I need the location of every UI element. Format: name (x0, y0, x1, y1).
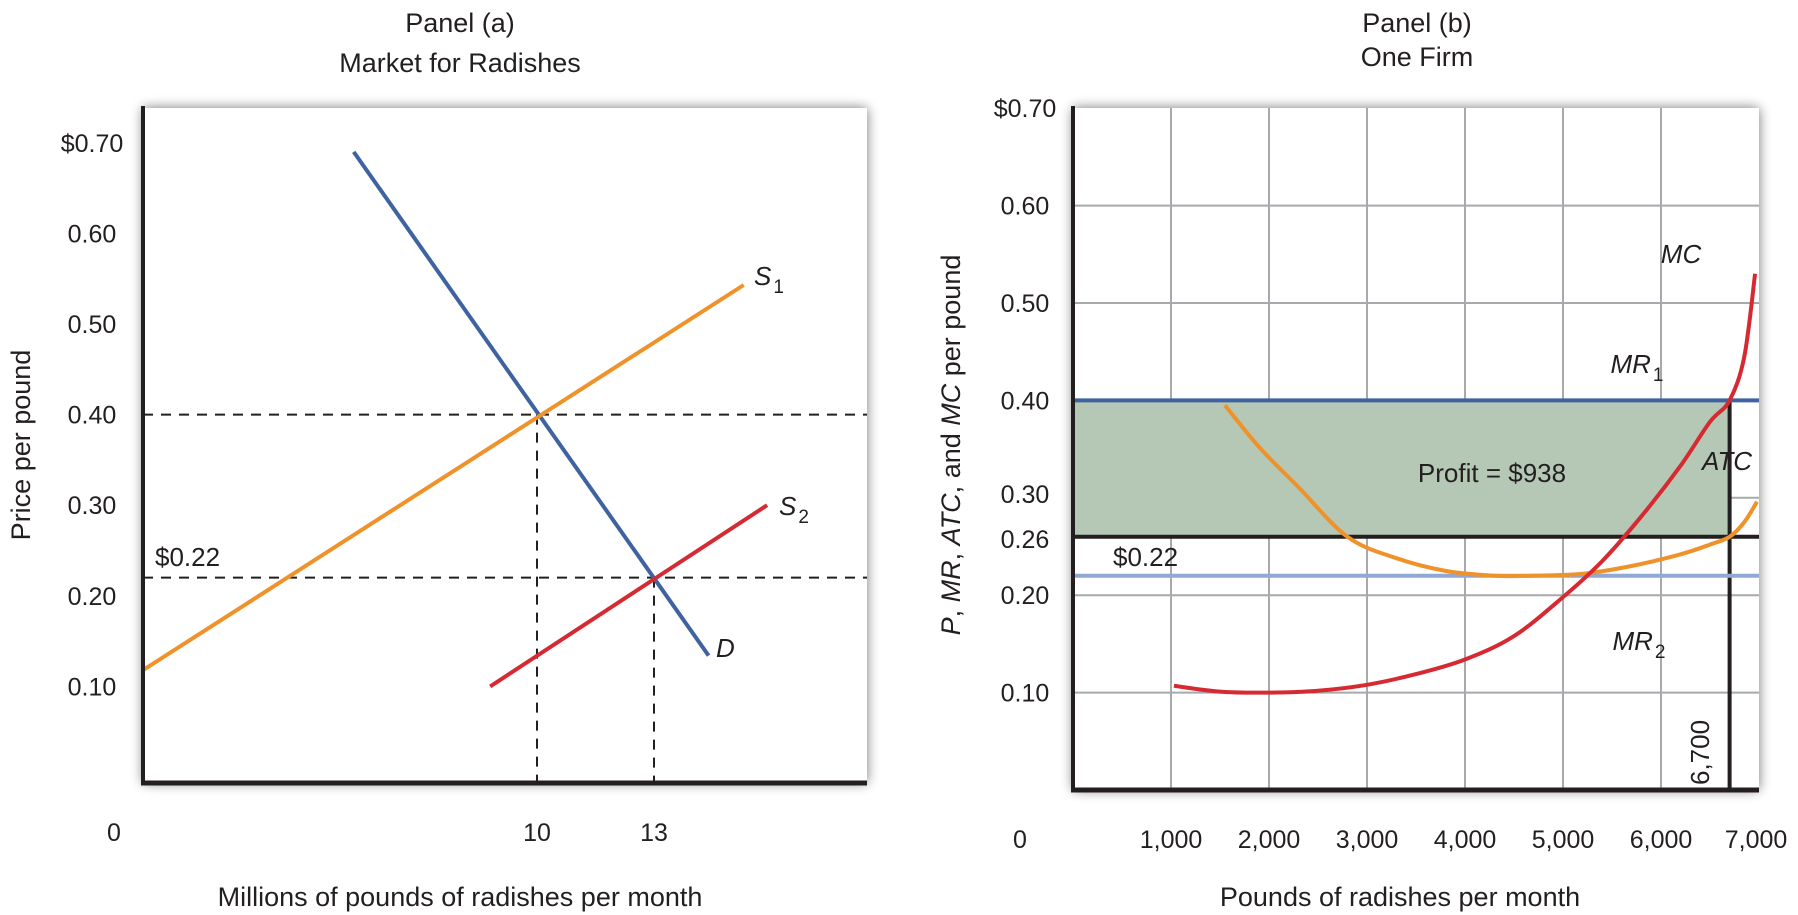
panel-a-y-tick-label: 0.30 (68, 492, 117, 520)
panel-b-y-tick-label: 0.26 (1001, 526, 1050, 554)
panel-b-curve-mc (1173, 273, 1758, 695)
panel-b-curve-label-mc: MC (1661, 239, 1702, 269)
panel-b-curve-label-mr1: MR 1 (1610, 349, 1663, 386)
panel-a-title: Market for Radishes (339, 48, 581, 78)
panel-b-x-tick-label: 1,000 (1140, 826, 1203, 854)
panel-a-y-tick-label: 0.40 (68, 402, 117, 430)
panel-a-curve-d (352, 150, 711, 657)
panel-a-curve-s1 (142, 283, 745, 672)
quantity-6700-label: 6,700 (1685, 720, 1715, 785)
panel-b-x-axis-title: Pounds of radishes per month (1220, 882, 1580, 912)
panel-a-y-tick-label: 0.60 (68, 220, 117, 248)
panel-a-x-axis-title: Millions of pounds of radishes per month (218, 882, 703, 912)
panel-b-y-axis-title: P, MR, ATC, and MC per pound (936, 255, 966, 636)
profit-label: Profit = $938 (1418, 458, 1566, 488)
panel-b-x-tick-label: 4,000 (1434, 826, 1497, 854)
panel-a-x-tick-label: 13 (640, 819, 668, 847)
panel-b-y-tick-label: 0.60 (1001, 193, 1050, 221)
panel-b-title: One Firm (1361, 42, 1474, 72)
panel-b-y-tick-label: 0.20 (1001, 582, 1050, 610)
panel-b-x-tick-label: 7,000 (1725, 826, 1788, 854)
panel-b-x-tick-label: 5,000 (1532, 826, 1595, 854)
panel-b-x-tick-label: 2,000 (1238, 826, 1301, 854)
panel-a-curve-s2 (489, 503, 769, 689)
panel-a-y-tick-label: 0.20 (68, 583, 117, 611)
panel-b-y-tick-label: $0.70 (994, 95, 1057, 123)
panel-b-y-tick-label: 0.30 (1001, 481, 1050, 509)
panel-a: Panel (a) Market for Radishes $0.70 0.60 0… (6, 8, 867, 912)
panel-b: Panel (b) One Firm $0.70 0.60 0.50 0.40 0.30… (936, 8, 1787, 912)
panel-b-x-tick-label: 3,000 (1336, 826, 1399, 854)
panel-a-annotation-price: $0.22 (155, 542, 220, 572)
panel-b-x-tick-label: 0 (1013, 826, 1027, 854)
panel-b-label: Panel (b) (1362, 8, 1472, 38)
panel-a-y-axis-title: Price per pound (6, 350, 36, 541)
panel-a-x-tick-label: 10 (523, 819, 551, 847)
profit-area (1073, 400, 1730, 537)
panel-b-annotation-price: $0.22 (1113, 542, 1178, 572)
panel-a-y-tick-label: 0.50 (68, 311, 117, 339)
panel-b-curve-atc (1223, 404, 1759, 579)
panel-b-y-tick-label: 0.10 (1001, 680, 1050, 708)
panel-a-x-tick-label: 0 (107, 819, 121, 847)
panel-a-y-tick-label: $0.70 (61, 130, 124, 158)
panel-b-y-tick-label: 0.50 (1001, 290, 1050, 318)
panel-a-curve-label-d: D (716, 633, 735, 663)
panel-b-y-tick-label: 0.40 (1001, 387, 1050, 415)
panel-b-curve-label-mr2: MR 2 (1612, 626, 1665, 663)
panel-a-y-tick-label: 0.10 (68, 673, 117, 701)
panel-b-x-tick-label: 6,000 (1630, 826, 1693, 854)
panel-a-plot-frame (143, 108, 867, 783)
panel-b-curve-label-atc: ATC (1700, 446, 1752, 476)
panel-a-label: Panel (a) (405, 8, 515, 38)
